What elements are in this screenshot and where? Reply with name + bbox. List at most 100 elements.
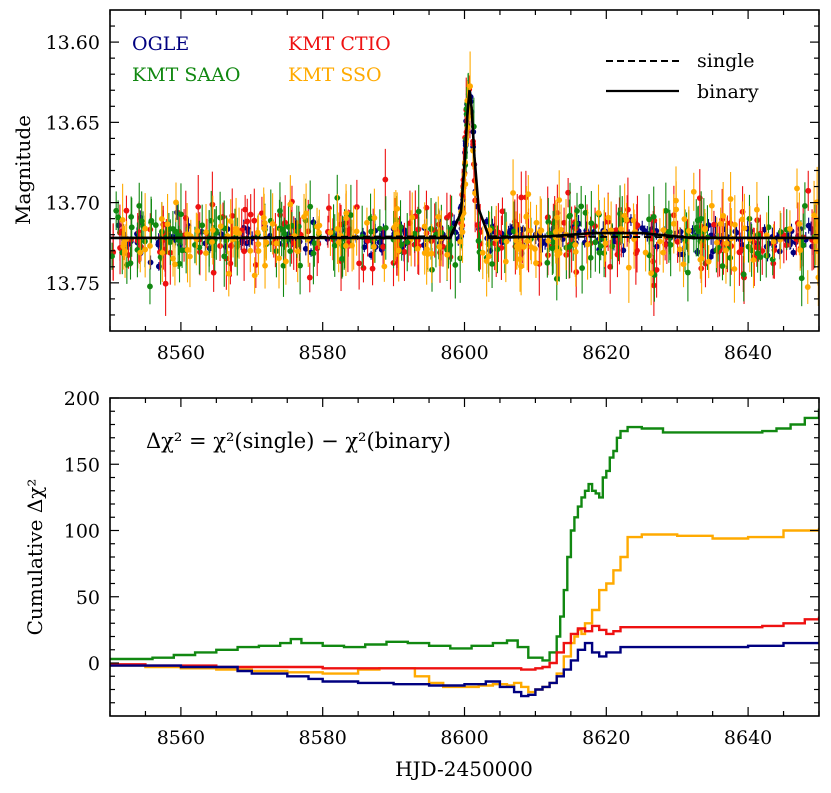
data-point <box>203 250 209 257</box>
data-point <box>475 238 482 244</box>
data-point <box>209 227 216 234</box>
data-point <box>457 238 464 245</box>
data-point <box>437 249 443 256</box>
legend-kmt-saao: KMT SAAO <box>132 64 240 86</box>
lightcurve-ticks: 8560 8580 8600 8620 8640 13.60 13.65 13.70 13.75 <box>46 10 820 364</box>
data-point <box>518 194 525 201</box>
x-tick-label: 8640 <box>724 342 772 364</box>
data-point <box>172 261 178 268</box>
data-point <box>681 216 688 222</box>
data-point <box>260 214 267 221</box>
data-point <box>148 219 154 226</box>
cumulative-ogle <box>110 641 819 698</box>
data-point <box>572 241 579 248</box>
data-point <box>608 227 615 234</box>
data-point <box>391 224 398 231</box>
data-point <box>739 241 746 248</box>
data-point <box>754 206 760 213</box>
data-point <box>567 212 573 219</box>
series-kmt-sso <box>119 51 819 307</box>
data-point <box>723 247 729 254</box>
data-point <box>720 212 727 219</box>
data-point <box>525 191 532 198</box>
data-point <box>588 220 595 227</box>
data-point <box>342 242 349 249</box>
data-point <box>595 210 602 216</box>
y-tick-label: 13.60 <box>46 32 100 54</box>
data-point <box>680 261 687 268</box>
data-point <box>740 271 747 278</box>
data-point <box>187 253 193 260</box>
data-point <box>164 221 171 228</box>
data-point <box>404 239 411 246</box>
data-point <box>147 283 153 290</box>
data-point <box>287 248 294 255</box>
data-point <box>287 201 294 208</box>
model-legend: single binary <box>606 50 759 103</box>
model-binary <box>110 90 819 240</box>
data-point <box>294 248 301 255</box>
data-point <box>128 213 135 220</box>
data-point <box>121 240 127 246</box>
data-point <box>741 225 748 232</box>
data-point <box>739 216 746 223</box>
data-point <box>247 247 254 254</box>
x-tick-label: 8580 <box>299 342 347 364</box>
data-point <box>607 263 614 270</box>
data-point <box>343 210 350 217</box>
data-point <box>656 238 663 245</box>
data-point <box>331 242 338 249</box>
data-point <box>727 254 734 261</box>
data-point <box>676 246 683 253</box>
data-point <box>554 252 561 258</box>
data-point <box>382 225 389 231</box>
legend-kmt-ctio: KMT CTIO <box>288 33 391 55</box>
data-point <box>502 258 509 265</box>
data-point <box>524 238 531 245</box>
data-point <box>349 242 356 249</box>
data-point <box>225 270 232 277</box>
data-point <box>517 256 523 262</box>
data-point <box>394 205 401 212</box>
data-point <box>503 238 510 245</box>
data-point <box>549 245 556 252</box>
data-point <box>184 246 191 253</box>
data-point <box>579 265 586 271</box>
data-point <box>520 226 527 233</box>
data-point <box>435 213 442 220</box>
data-point <box>701 226 708 233</box>
data-point <box>361 244 368 251</box>
x-tick-label: 8600 <box>440 727 488 749</box>
data-point <box>420 242 427 249</box>
cumulative-kmt-saao <box>110 408 819 662</box>
data-point <box>353 204 360 210</box>
data-point <box>428 225 434 232</box>
data-point <box>489 261 495 267</box>
data-point <box>159 249 166 256</box>
data-point <box>708 202 715 209</box>
cumulative-kmt-ctio <box>110 616 819 671</box>
data-point <box>415 208 422 215</box>
delta-chi2-lines <box>110 408 819 698</box>
data-point <box>609 243 616 250</box>
data-point <box>376 225 383 232</box>
data-point <box>605 214 612 221</box>
x-tick-label: 8620 <box>582 342 630 364</box>
data-point <box>717 220 724 227</box>
data-point <box>693 224 700 231</box>
data-point <box>550 239 557 246</box>
data-point <box>811 212 817 219</box>
data-point <box>459 229 466 235</box>
data-point <box>158 215 165 222</box>
data-point <box>276 255 282 262</box>
y-tick-label: 200 <box>64 388 100 410</box>
data-point <box>642 249 649 256</box>
data-point <box>254 229 261 236</box>
data-point <box>499 208 506 215</box>
y-tick-label: 0 <box>88 653 100 675</box>
y-tick-label: 13.65 <box>46 112 100 134</box>
data-point <box>684 269 691 276</box>
data-point <box>694 249 701 255</box>
data-point <box>544 259 551 266</box>
data-point <box>173 199 179 206</box>
